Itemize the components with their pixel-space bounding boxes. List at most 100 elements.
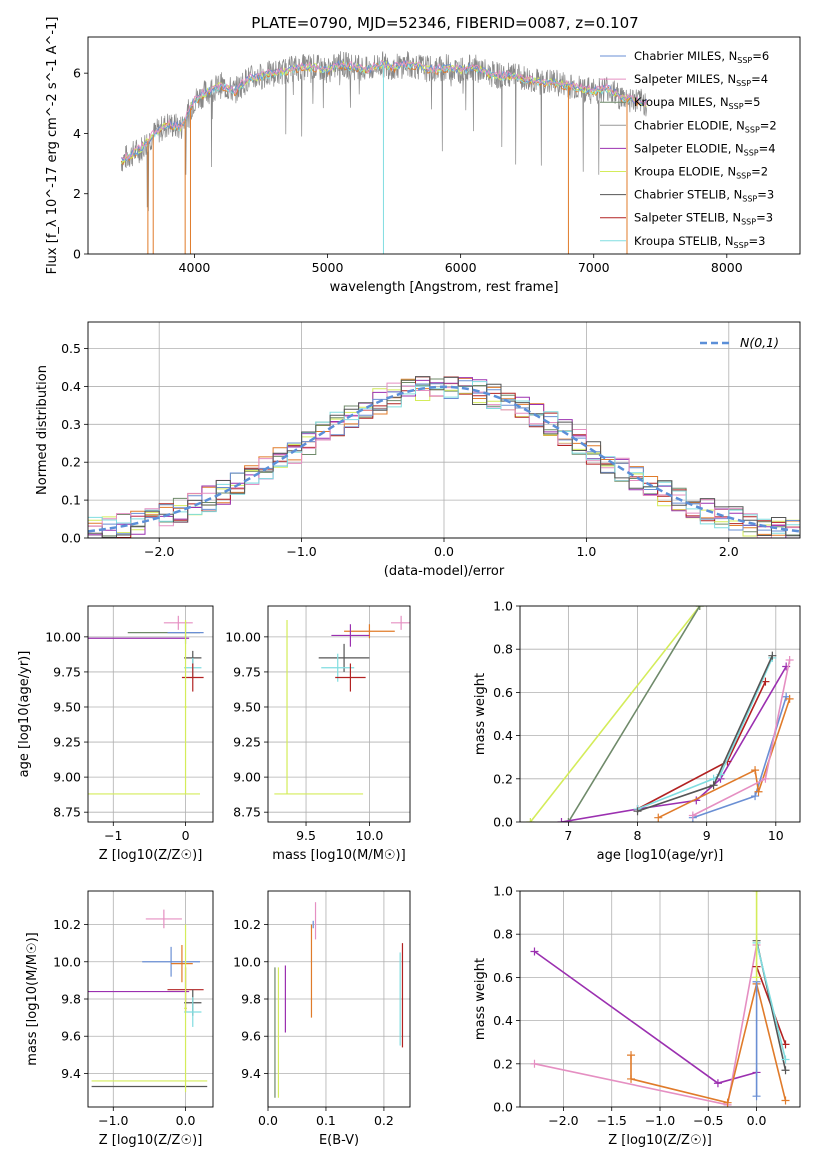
legend-entry: N(0,1) — [740, 335, 779, 350]
y-tick-label: 4 — [73, 126, 81, 141]
x-tick-label: 9.5 — [296, 828, 316, 843]
y-tick-label: 10.0 — [233, 954, 261, 969]
data-point — [751, 792, 760, 801]
x-tick-label: 0.0 — [176, 1113, 196, 1128]
y-tick-label: 9.8 — [61, 992, 81, 1007]
data-point — [785, 694, 794, 703]
panel-age-vs-Z: −1 0 8.75 9.00 9.25 9.50 9.75 10.00 Z [log10(Z/Z… — [17, 605, 214, 863]
x-tick-label: 0.2 — [374, 1113, 394, 1128]
legend-suffix: =3 — [756, 211, 773, 225]
mass-weight-series — [657, 698, 791, 819]
y-axis-label: Normed distribution — [35, 365, 50, 495]
panel-spectrum: 4000 5000 6000 7000 8000 0 2 4 6 wavelength [Angs… — [45, 17, 801, 295]
x-tick-label: 7 — [564, 828, 572, 843]
y-tick-label: 10.2 — [53, 917, 81, 932]
y-tick-label: 9.4 — [241, 1066, 261, 1081]
x-axis-label: age [log10(age/yr)] — [597, 848, 724, 863]
y-tick-label: 10.00 — [225, 629, 261, 644]
panel-age-vs-mass: 9.5 10.0 8.75 9.00 9.25 9.50 9.75 10.00 mass [lo… — [225, 605, 411, 863]
data-point — [627, 1051, 636, 1060]
x-tick-label: −1 — [104, 828, 122, 843]
x-tick-label: 8000 — [711, 260, 743, 275]
y-tick-label: 8.75 — [233, 805, 261, 820]
y-tick-label: 9.6 — [241, 1029, 261, 1044]
y-tick-label: 9.75 — [53, 664, 81, 679]
x-axis-label: (data-model)/error — [384, 564, 505, 579]
legend-suffix: =5 — [744, 95, 761, 109]
plot-area — [88, 376, 800, 538]
observed-spectrum — [120, 51, 648, 212]
data-point — [530, 947, 539, 956]
data-point — [723, 1098, 732, 1107]
x-tick-label: 7000 — [578, 260, 610, 275]
legend-sub: SSP — [734, 241, 749, 250]
legend-entry: Salpeter MILES, NSSP=4 — [634, 72, 768, 88]
y-tick-label: 0.1 — [61, 493, 81, 508]
model-spectrum — [121, 59, 648, 161]
data-point — [751, 766, 760, 775]
legend-entry: Chabrier MILES, NSSP=6 — [634, 49, 769, 65]
legend-label: Kroupa MILES, N — [634, 95, 729, 109]
data-point — [633, 807, 642, 816]
x-axis-label: E(B-V) — [319, 1133, 359, 1148]
data-point — [627, 1074, 636, 1083]
panel-mass-weight-vs-age: 7 8 9 10 0.0 0.2 0.4 0.6 0.8 1.0 age [log10(age/yr… — [473, 599, 801, 863]
x-tick-label: 0.1 — [316, 1113, 336, 1128]
plot-area — [274, 615, 410, 795]
y-tick-label: 9.4 — [61, 1066, 81, 1081]
legend-sub: SSP — [729, 102, 744, 111]
y-tick-label: 0.2 — [493, 771, 513, 786]
y-tick-label: 8.75 — [53, 805, 81, 820]
y-tick-label: 0.8 — [493, 927, 513, 942]
model-spectrum — [120, 60, 648, 166]
legend-sub: SSP — [741, 218, 756, 227]
axes-frame — [87, 605, 214, 823]
legend-entry: Kroupa STELIB, NSSP=3 — [634, 234, 765, 250]
legend-label: Kroupa STELIB, N — [634, 234, 734, 248]
legend-suffix: =2 — [751, 165, 768, 179]
y-tick-label: 0.4 — [61, 379, 81, 394]
y-axis-label: mass weight — [473, 673, 488, 755]
x-axis-label: wavelength [Angstrom, rest frame] — [330, 280, 559, 295]
legend-suffix: =3 — [757, 188, 774, 202]
legend-sub: SSP — [736, 172, 751, 181]
y-tick-label: 9.00 — [53, 770, 81, 785]
y-tick-label: 0.0 — [493, 815, 513, 830]
legend-label: Chabrier MILES, N — [634, 49, 737, 63]
data-point — [564, 818, 573, 822]
y-tick-label: 0.4 — [493, 728, 513, 743]
data-point — [713, 1079, 722, 1088]
axes-frame — [267, 605, 411, 823]
x-tick-label: 0 — [182, 828, 190, 843]
data-point — [752, 891, 761, 895]
y-axis-label: age [log10(age/yr)] — [17, 651, 32, 778]
legend-entry: Kroupa MILES, NSSP=5 — [634, 95, 760, 111]
legend-sub: SSP — [736, 79, 751, 88]
y-tick-label: 0.3 — [61, 417, 81, 432]
data-point — [785, 656, 794, 664]
y-tick-label: 0.5 — [61, 341, 81, 356]
y-tick-label: 0.0 — [61, 531, 81, 546]
x-tick-label: 6000 — [445, 260, 477, 275]
x-tick-label: 4000 — [179, 260, 211, 275]
residual-histogram — [88, 381, 800, 534]
legend-label: Salpeter STELIB, N — [634, 211, 741, 225]
y-tick-label: 0.2 — [493, 1056, 513, 1071]
legend-label: Salpeter ELODIE, N — [634, 141, 744, 155]
x-tick-label: 0.0 — [258, 1113, 278, 1128]
figure-title: PLATE=0790, MJD=52346, FIBERID=0087, z=0… — [251, 14, 638, 32]
y-tick-label: 9.25 — [233, 735, 261, 750]
data-point — [761, 677, 770, 686]
x-tick-label: −2.0 — [144, 544, 174, 559]
legend-entry: Kroupa ELODIE, NSSP=2 — [634, 165, 768, 181]
legend-suffix: =6 — [752, 49, 769, 63]
legend-suffix: =2 — [760, 118, 777, 132]
panel-mass-vs-EBV: 0.0 0.1 0.2 9.4 9.6 9.8 10.0 10.2 E(B-V) — [233, 890, 411, 1148]
legend-label: Chabrier ELODIE, N — [634, 118, 745, 132]
legend-entry: Chabrier ELODIE, NSSP=2 — [634, 118, 777, 134]
data-point — [654, 813, 663, 822]
y-tick-label: 1.0 — [493, 884, 513, 899]
legend-sub: SSP — [745, 125, 760, 134]
data-point — [709, 781, 718, 790]
